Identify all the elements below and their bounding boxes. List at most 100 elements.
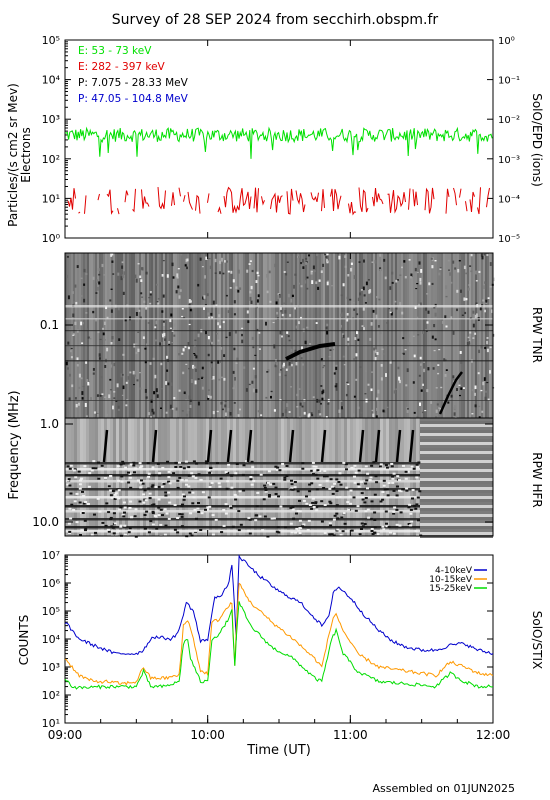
tnr-column bbox=[239, 253, 241, 418]
tnr-noise bbox=[148, 297, 151, 299]
tnr-noise bbox=[378, 298, 381, 301]
hfr-column bbox=[92, 418, 95, 536]
hfr-noise bbox=[176, 479, 180, 482]
hfr-noise bbox=[255, 505, 259, 508]
hfr-column bbox=[212, 418, 215, 536]
hfr-noise bbox=[369, 517, 373, 520]
hfr-right-band bbox=[420, 502, 493, 505]
hfr-noise bbox=[310, 469, 314, 472]
tnr-column bbox=[449, 253, 451, 418]
tnr-noise bbox=[384, 276, 387, 280]
hfr-noise bbox=[357, 485, 361, 488]
tnr-noise bbox=[223, 260, 226, 263]
hfr-column bbox=[347, 418, 350, 536]
tnr-noise bbox=[312, 396, 315, 399]
tnr-column bbox=[471, 253, 473, 418]
hfr-noise bbox=[215, 462, 219, 465]
tnr-noise bbox=[211, 341, 213, 345]
hfr-noise bbox=[373, 526, 377, 529]
tnr-noise bbox=[155, 283, 158, 286]
hfr-noise bbox=[197, 502, 200, 504]
hfr-noise bbox=[83, 519, 87, 522]
hfr-noise bbox=[124, 466, 128, 469]
hfr-noise bbox=[323, 531, 327, 534]
tnr-noise bbox=[96, 394, 99, 397]
tnr-column bbox=[403, 253, 405, 418]
hfr-noise bbox=[254, 519, 258, 522]
hfr-noise bbox=[117, 489, 121, 492]
tnr-noise bbox=[176, 273, 179, 278]
hfr-column bbox=[320, 418, 323, 536]
tnr-noise bbox=[339, 324, 342, 328]
hfr-noise bbox=[134, 508, 138, 511]
tnr-noise bbox=[296, 393, 299, 397]
hfr-noise bbox=[178, 461, 181, 464]
hfr-noise bbox=[121, 460, 125, 463]
hfr-noise bbox=[68, 530, 72, 533]
tnr-noise bbox=[335, 386, 338, 391]
tnr-noise bbox=[76, 357, 79, 361]
tnr-noise bbox=[111, 253, 114, 256]
hfr-noise bbox=[315, 509, 319, 512]
tnr-column bbox=[159, 253, 161, 418]
tnr-column bbox=[421, 253, 423, 418]
tnr-noise bbox=[237, 289, 240, 293]
tnr-column bbox=[125, 253, 127, 418]
tnr-noise bbox=[133, 374, 136, 377]
tnr-column bbox=[187, 253, 189, 418]
hfr-noise bbox=[73, 500, 77, 503]
hfr-noise bbox=[90, 469, 94, 472]
tnr-noise bbox=[177, 285, 180, 289]
hfr-noise bbox=[298, 510, 302, 513]
tnr-noise bbox=[485, 299, 488, 303]
tnr-column bbox=[409, 253, 411, 418]
hfr-column bbox=[311, 418, 314, 536]
hfr-noise bbox=[315, 488, 319, 491]
tnr-noise bbox=[161, 310, 164, 313]
tnr-noise bbox=[369, 337, 372, 341]
tnr-noise bbox=[304, 280, 307, 284]
tnr-noise bbox=[480, 253, 483, 257]
hfr-noise bbox=[385, 488, 389, 491]
hfr-noise bbox=[365, 479, 369, 482]
tnr-column bbox=[117, 253, 119, 418]
tnr-column bbox=[435, 253, 437, 418]
tnr-noise bbox=[103, 339, 106, 341]
tnr-column bbox=[255, 253, 257, 418]
hfr-noise bbox=[162, 482, 166, 485]
tnr-noise bbox=[450, 394, 453, 398]
tnr-noise bbox=[204, 275, 206, 279]
hfr-noise bbox=[149, 520, 153, 523]
hfr-column bbox=[263, 418, 266, 536]
tnr-column bbox=[317, 253, 319, 418]
epd-ytick-label: 10² bbox=[42, 153, 60, 166]
hfr-noise bbox=[194, 476, 198, 479]
tnr-noise bbox=[122, 291, 125, 295]
hfr-column bbox=[200, 418, 203, 536]
tnr-noise bbox=[344, 265, 347, 268]
tnr-noise bbox=[145, 271, 148, 275]
hfr-noise bbox=[372, 461, 376, 464]
tnr-noise bbox=[181, 352, 184, 355]
tnr-column bbox=[237, 253, 239, 418]
tnr-noise bbox=[477, 372, 480, 375]
stix-xtick-label: 12:00 bbox=[476, 728, 511, 742]
tnr-noise bbox=[415, 288, 418, 290]
tnr-noise bbox=[169, 318, 172, 323]
hfr-noise bbox=[328, 500, 332, 503]
hfr-noise bbox=[144, 527, 147, 530]
tnr-noise bbox=[101, 393, 104, 395]
tnr-noise bbox=[294, 307, 296, 310]
hfr-noise bbox=[395, 523, 399, 526]
tnr-noise bbox=[394, 300, 397, 303]
tnr-noise bbox=[452, 375, 455, 379]
tnr-noise bbox=[161, 274, 164, 277]
tnr-column bbox=[65, 253, 67, 418]
hfr-noise bbox=[87, 485, 91, 488]
hfr-noise bbox=[197, 511, 201, 513]
tnr-noise bbox=[355, 353, 358, 357]
tnr-noise bbox=[353, 308, 356, 311]
hfr-column bbox=[299, 418, 302, 536]
hfr-noise bbox=[154, 486, 158, 488]
tnr-noise bbox=[65, 274, 68, 279]
